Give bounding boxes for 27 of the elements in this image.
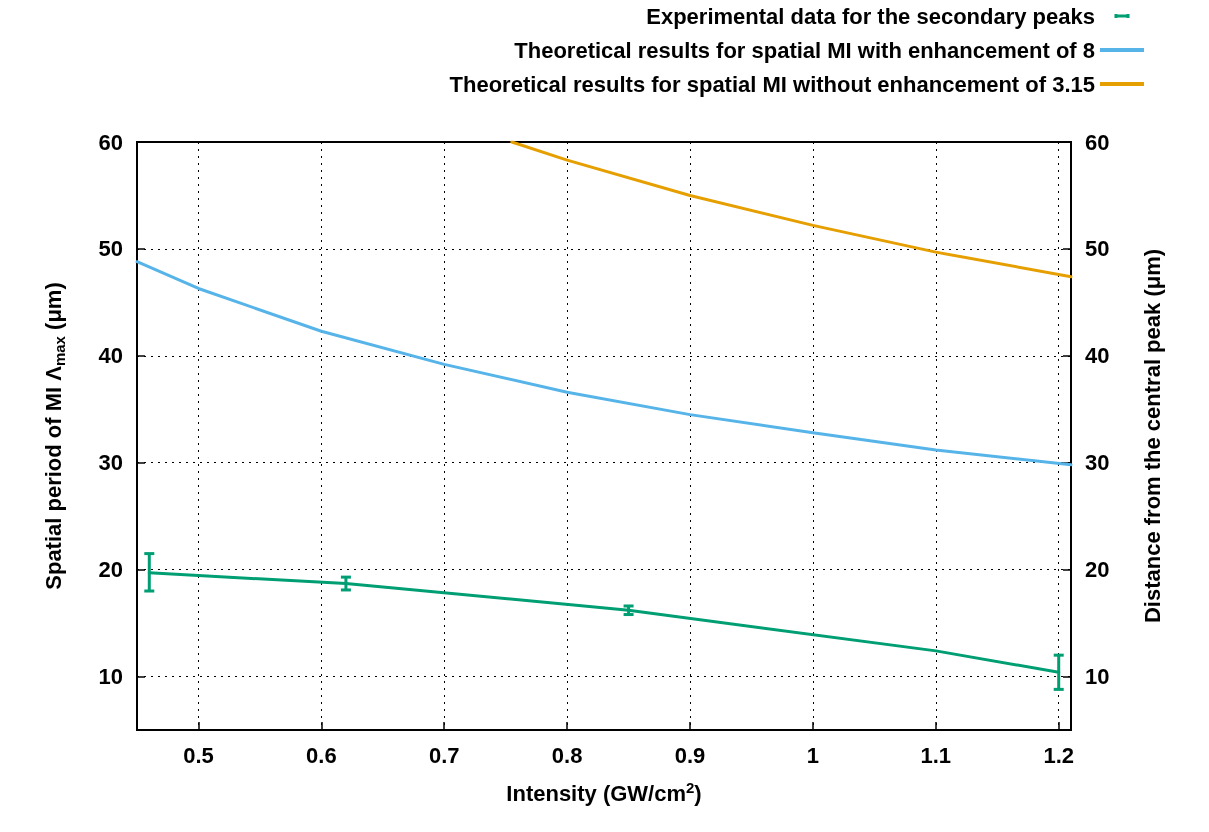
y2-axis-title: Distance from the central peak (μm) [1139, 248, 1165, 624]
x-tick-label: 1.2 [1043, 742, 1075, 768]
line-series [135, 260, 1073, 467]
x-tick-label: 0.9 [674, 742, 706, 768]
line-series [510, 140, 1073, 279]
y-tick-label: 30 [98, 450, 123, 476]
y-tick-label: 20 [98, 557, 123, 583]
y-tick-label: 40 [98, 343, 123, 369]
x-tick-label: 0.5 [183, 742, 214, 768]
y-axis-title: Spatial period of MI Λmax (μm) [41, 282, 68, 590]
legend-label: Theoretical results for spatial MI without enhancement of 3.15 [449, 71, 1095, 97]
x-tick-label: 0.8 [551, 742, 583, 768]
y-tick-label: 60 [98, 129, 123, 155]
y2-tick-label: 10 [1085, 664, 1110, 690]
y2-tick-label: 20 [1085, 557, 1110, 583]
x-tick-label: 0.7 [428, 742, 460, 768]
legend-label: Experimental data for the secondary peaks [646, 3, 1095, 29]
x-tick-label: 1.1 [920, 742, 952, 768]
x-tick-label: 0.6 [306, 742, 337, 768]
y-tick-label: 10 [98, 664, 123, 690]
y2-tick-label: 60 [1085, 129, 1110, 155]
y2-tick-label: 40 [1085, 343, 1110, 369]
y-tick-label: 50 [98, 236, 123, 262]
legend-label: Theoretical results for spatial MI with enhancement of 8 [514, 37, 1095, 63]
x-tick-label: 1 [806, 742, 820, 768]
y2-tick-label: 50 [1085, 236, 1110, 262]
y2-tick-label: 30 [1085, 450, 1110, 476]
